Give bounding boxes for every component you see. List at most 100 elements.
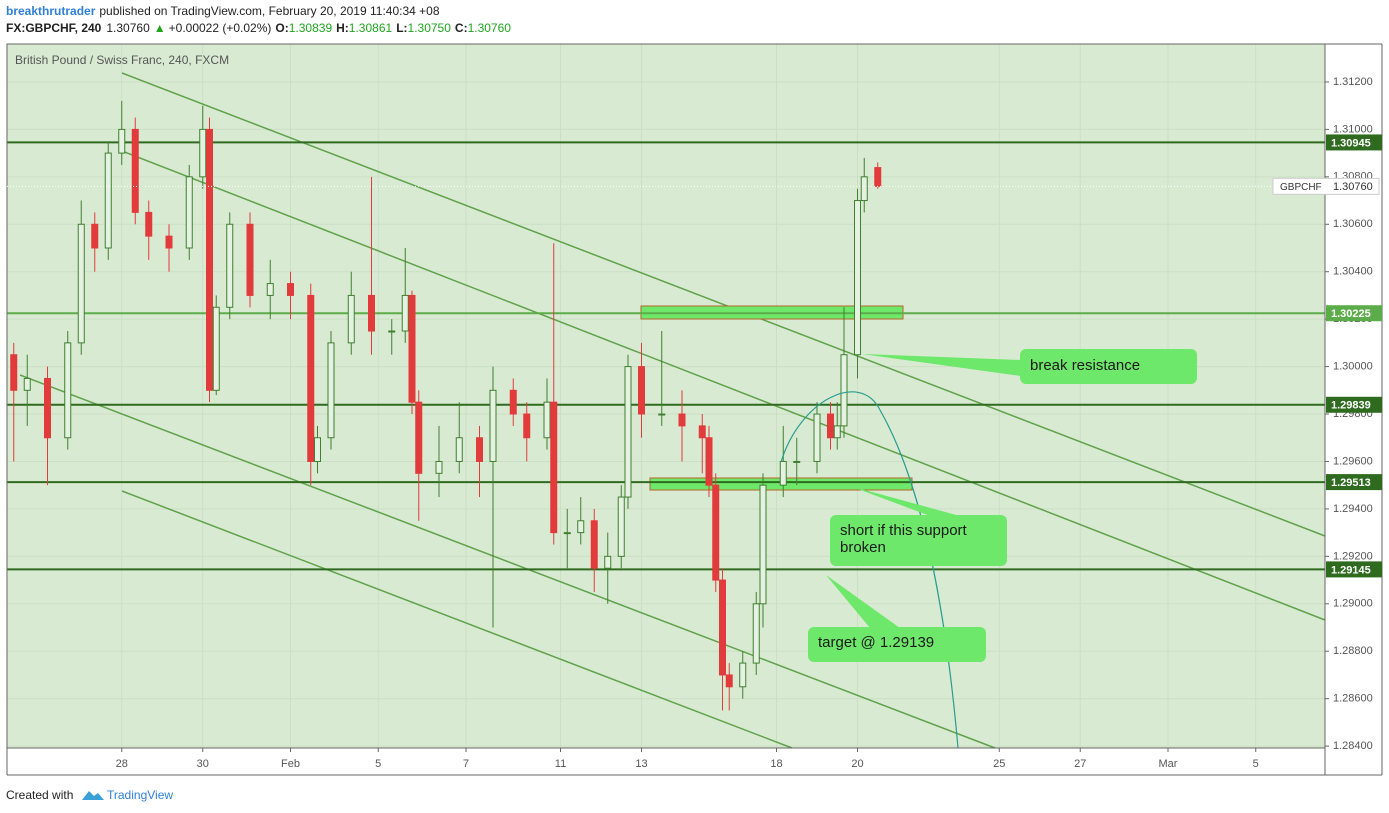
candle-body xyxy=(624,366,632,498)
candle-body xyxy=(860,176,868,202)
candle-body xyxy=(739,662,747,688)
x-tick-label: 7 xyxy=(463,758,469,770)
ohlc-label: O: xyxy=(275,21,288,35)
candle-body xyxy=(563,532,571,535)
candle-body xyxy=(853,200,861,356)
candle-body xyxy=(313,437,321,462)
candle-body xyxy=(43,377,51,439)
level-label: 1.30945 xyxy=(1331,137,1371,149)
candle-body xyxy=(165,235,173,249)
candle-body xyxy=(813,413,821,462)
candle-body xyxy=(577,520,585,534)
ohlc-value: 1.30861 xyxy=(349,21,393,35)
candle-body xyxy=(266,283,274,296)
annotation-text: target @ 1.29139 xyxy=(818,634,935,651)
header-line: breakthrutrader published on TradingView.… xyxy=(6,4,440,18)
candle-body xyxy=(327,342,335,439)
x-tick-label: 28 xyxy=(116,758,128,770)
candle-body xyxy=(401,294,409,332)
candle-body xyxy=(131,128,139,213)
levels xyxy=(7,141,1325,571)
channel-line xyxy=(121,72,1326,537)
level-badge xyxy=(1326,561,1382,578)
candle-body xyxy=(64,342,72,439)
candle-body xyxy=(455,437,463,462)
candle-body xyxy=(77,223,85,344)
channel-line xyxy=(19,374,996,749)
annotation: target @ 1.29139 xyxy=(818,634,935,651)
candle-body xyxy=(523,413,531,439)
chart-title: British Pound / Swiss Franc, 240, FXCM xyxy=(15,53,229,67)
level-badge xyxy=(1326,474,1382,491)
candle-body xyxy=(489,389,497,462)
quote-line: FX:GBPCHF, 240 1.30760 ▲ +0.00022 (+0.02%) O… xyxy=(6,21,511,35)
candle-body xyxy=(23,377,31,391)
channel-line xyxy=(121,150,1326,621)
x-tick-label: 13 xyxy=(635,758,647,770)
y-tick-label: 1.29000 xyxy=(1333,598,1373,610)
level-badge xyxy=(1326,305,1382,322)
candle-body xyxy=(367,294,375,332)
plot-bg xyxy=(7,44,1325,748)
y-tick-label: 1.28400 xyxy=(1333,740,1373,752)
callout-pointer xyxy=(826,575,900,628)
y-tick-label: 1.30000 xyxy=(1333,360,1373,372)
ohlc-label: C: xyxy=(455,21,468,35)
candle-body xyxy=(678,413,686,427)
ohlc-value: 1.30750 xyxy=(408,21,452,35)
candle-body xyxy=(307,294,315,462)
footer-brand[interactable]: TradingView xyxy=(107,788,173,802)
candle-body xyxy=(435,460,443,474)
candle-body xyxy=(246,223,254,296)
annotation: short if this support broken xyxy=(840,522,967,556)
candle-body xyxy=(874,167,882,187)
candles xyxy=(10,100,882,711)
x-tick-label: 20 xyxy=(851,758,863,770)
x-tick-label: 5 xyxy=(1253,758,1259,770)
candle-body xyxy=(185,176,193,249)
y-tick-label: 1.31000 xyxy=(1333,123,1373,135)
x-tick-label: 5 xyxy=(375,758,381,770)
candle-body xyxy=(833,425,841,439)
ohlc-value: 1.30760 xyxy=(468,21,512,35)
candle-body xyxy=(604,555,612,569)
candle-body xyxy=(840,354,848,427)
level-badge xyxy=(1326,396,1382,413)
author: breakthrutrader xyxy=(6,4,96,18)
candle-body xyxy=(145,211,153,237)
price-badge xyxy=(1272,177,1380,195)
ohlc-value: 1.30839 xyxy=(289,21,333,35)
candle-body xyxy=(543,401,551,439)
candle-body xyxy=(118,128,126,154)
price-name: GBPCHF xyxy=(1280,182,1322,193)
candle-body xyxy=(658,413,666,416)
candle-body xyxy=(779,460,787,486)
y-tick-label: 1.29200 xyxy=(1333,550,1373,562)
candle-body xyxy=(698,425,706,439)
candle-body xyxy=(637,366,645,415)
candle-body xyxy=(718,579,726,676)
candle-body xyxy=(199,128,207,178)
candle-body xyxy=(759,484,767,605)
candle-body xyxy=(725,674,733,688)
y-tick-label: 1.30600 xyxy=(1333,218,1373,230)
y-tick-label: 1.31200 xyxy=(1333,76,1373,88)
ohlc-label: L: xyxy=(396,21,407,35)
level-label: 1.29839 xyxy=(1331,400,1371,412)
x-tick-label: 27 xyxy=(1074,758,1086,770)
level-label: 1.29513 xyxy=(1331,477,1371,489)
annotation-text: break resistance xyxy=(1030,357,1141,374)
candle-body xyxy=(388,330,396,333)
candle-body xyxy=(475,437,483,462)
x-tick-label: Feb xyxy=(281,758,300,770)
annotation-text: short if this support broken xyxy=(840,522,967,556)
callout-pointer xyxy=(862,354,1021,376)
callout-box xyxy=(1020,349,1197,384)
arrow: ▲ xyxy=(154,21,166,35)
candle-body xyxy=(415,401,423,474)
change: +0.00022 (+0.02%) xyxy=(169,21,272,35)
candle-body xyxy=(408,294,416,403)
y-tick-label: 1.29600 xyxy=(1333,455,1373,467)
level-badge xyxy=(1326,134,1382,151)
